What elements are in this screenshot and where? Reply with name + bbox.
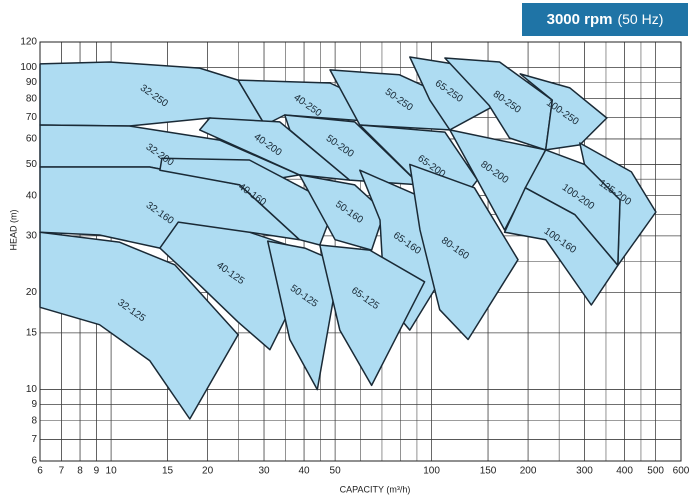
x-tick-label: 20 xyxy=(202,466,214,477)
x-tick-label: 150 xyxy=(480,466,497,477)
y-tick-label: 60 xyxy=(26,134,38,145)
y-tick-label: 10 xyxy=(26,384,38,395)
title-box xyxy=(522,3,688,36)
x-tick-label: 30 xyxy=(258,466,270,477)
y-tick-label: 120 xyxy=(20,37,37,48)
x-tick-label: 600 xyxy=(673,466,690,477)
y-tick-label: 20 xyxy=(26,287,38,298)
y-tick-label: 50 xyxy=(26,159,38,170)
y-tick-label: 40 xyxy=(26,190,38,201)
pump-region xyxy=(319,244,426,387)
pump-region xyxy=(266,240,341,391)
y-axis-label: HEAD (m) xyxy=(8,210,18,251)
chart-title: 3000 rpm xyxy=(547,11,613,28)
y-tick-label: 70 xyxy=(26,112,38,123)
y-tick-label: 15 xyxy=(26,327,38,338)
x-axis-label: CAPACITY (m³/h) xyxy=(340,484,411,494)
y-tick-label: 6 xyxy=(31,456,37,467)
chart-subtitle: (50 Hz) xyxy=(617,11,663,27)
x-tick-label: 100 xyxy=(423,466,440,477)
y-tick-label: 9 xyxy=(31,399,37,410)
y-tick-label: 30 xyxy=(26,231,38,242)
pump-region xyxy=(298,174,386,251)
x-tick-label: 15 xyxy=(162,466,174,477)
x-tick-label: 10 xyxy=(106,466,118,477)
y-tick-label: 100 xyxy=(20,62,37,73)
x-tick-label: 400 xyxy=(616,466,633,477)
x-tick-label: 9 xyxy=(94,466,100,477)
x-tick-label: 500 xyxy=(647,466,664,477)
x-tick-label: 40 xyxy=(299,466,311,477)
regions: 32-250 40-250 50-250 65-250 80-250 100-25032-… xyxy=(39,56,657,420)
y-tick-label: 80 xyxy=(26,93,38,104)
pump-region xyxy=(449,129,547,231)
y-tick-label: 8 xyxy=(31,415,37,426)
x-tick-label: 200 xyxy=(520,466,537,477)
pump-region xyxy=(39,231,239,420)
pump-region xyxy=(409,163,519,341)
x-tick-label: 8 xyxy=(77,466,83,477)
x-tick-label: 7 xyxy=(59,466,65,477)
tick-labels: 6 7 8 9 10 15 20 30 40 50 100 150 200 300 400 500 600678… xyxy=(20,37,689,477)
x-tick-label: 300 xyxy=(576,466,593,477)
title-group: 3000 rpm (50 Hz) xyxy=(547,11,664,28)
pump-region xyxy=(198,117,351,181)
x-tick-label: 50 xyxy=(330,466,342,477)
x-tick-label: 6 xyxy=(37,466,43,477)
y-tick-label: 7 xyxy=(31,434,37,445)
y-tick-label: 90 xyxy=(26,77,38,88)
pump-region xyxy=(503,187,619,306)
pump-region xyxy=(159,157,336,246)
